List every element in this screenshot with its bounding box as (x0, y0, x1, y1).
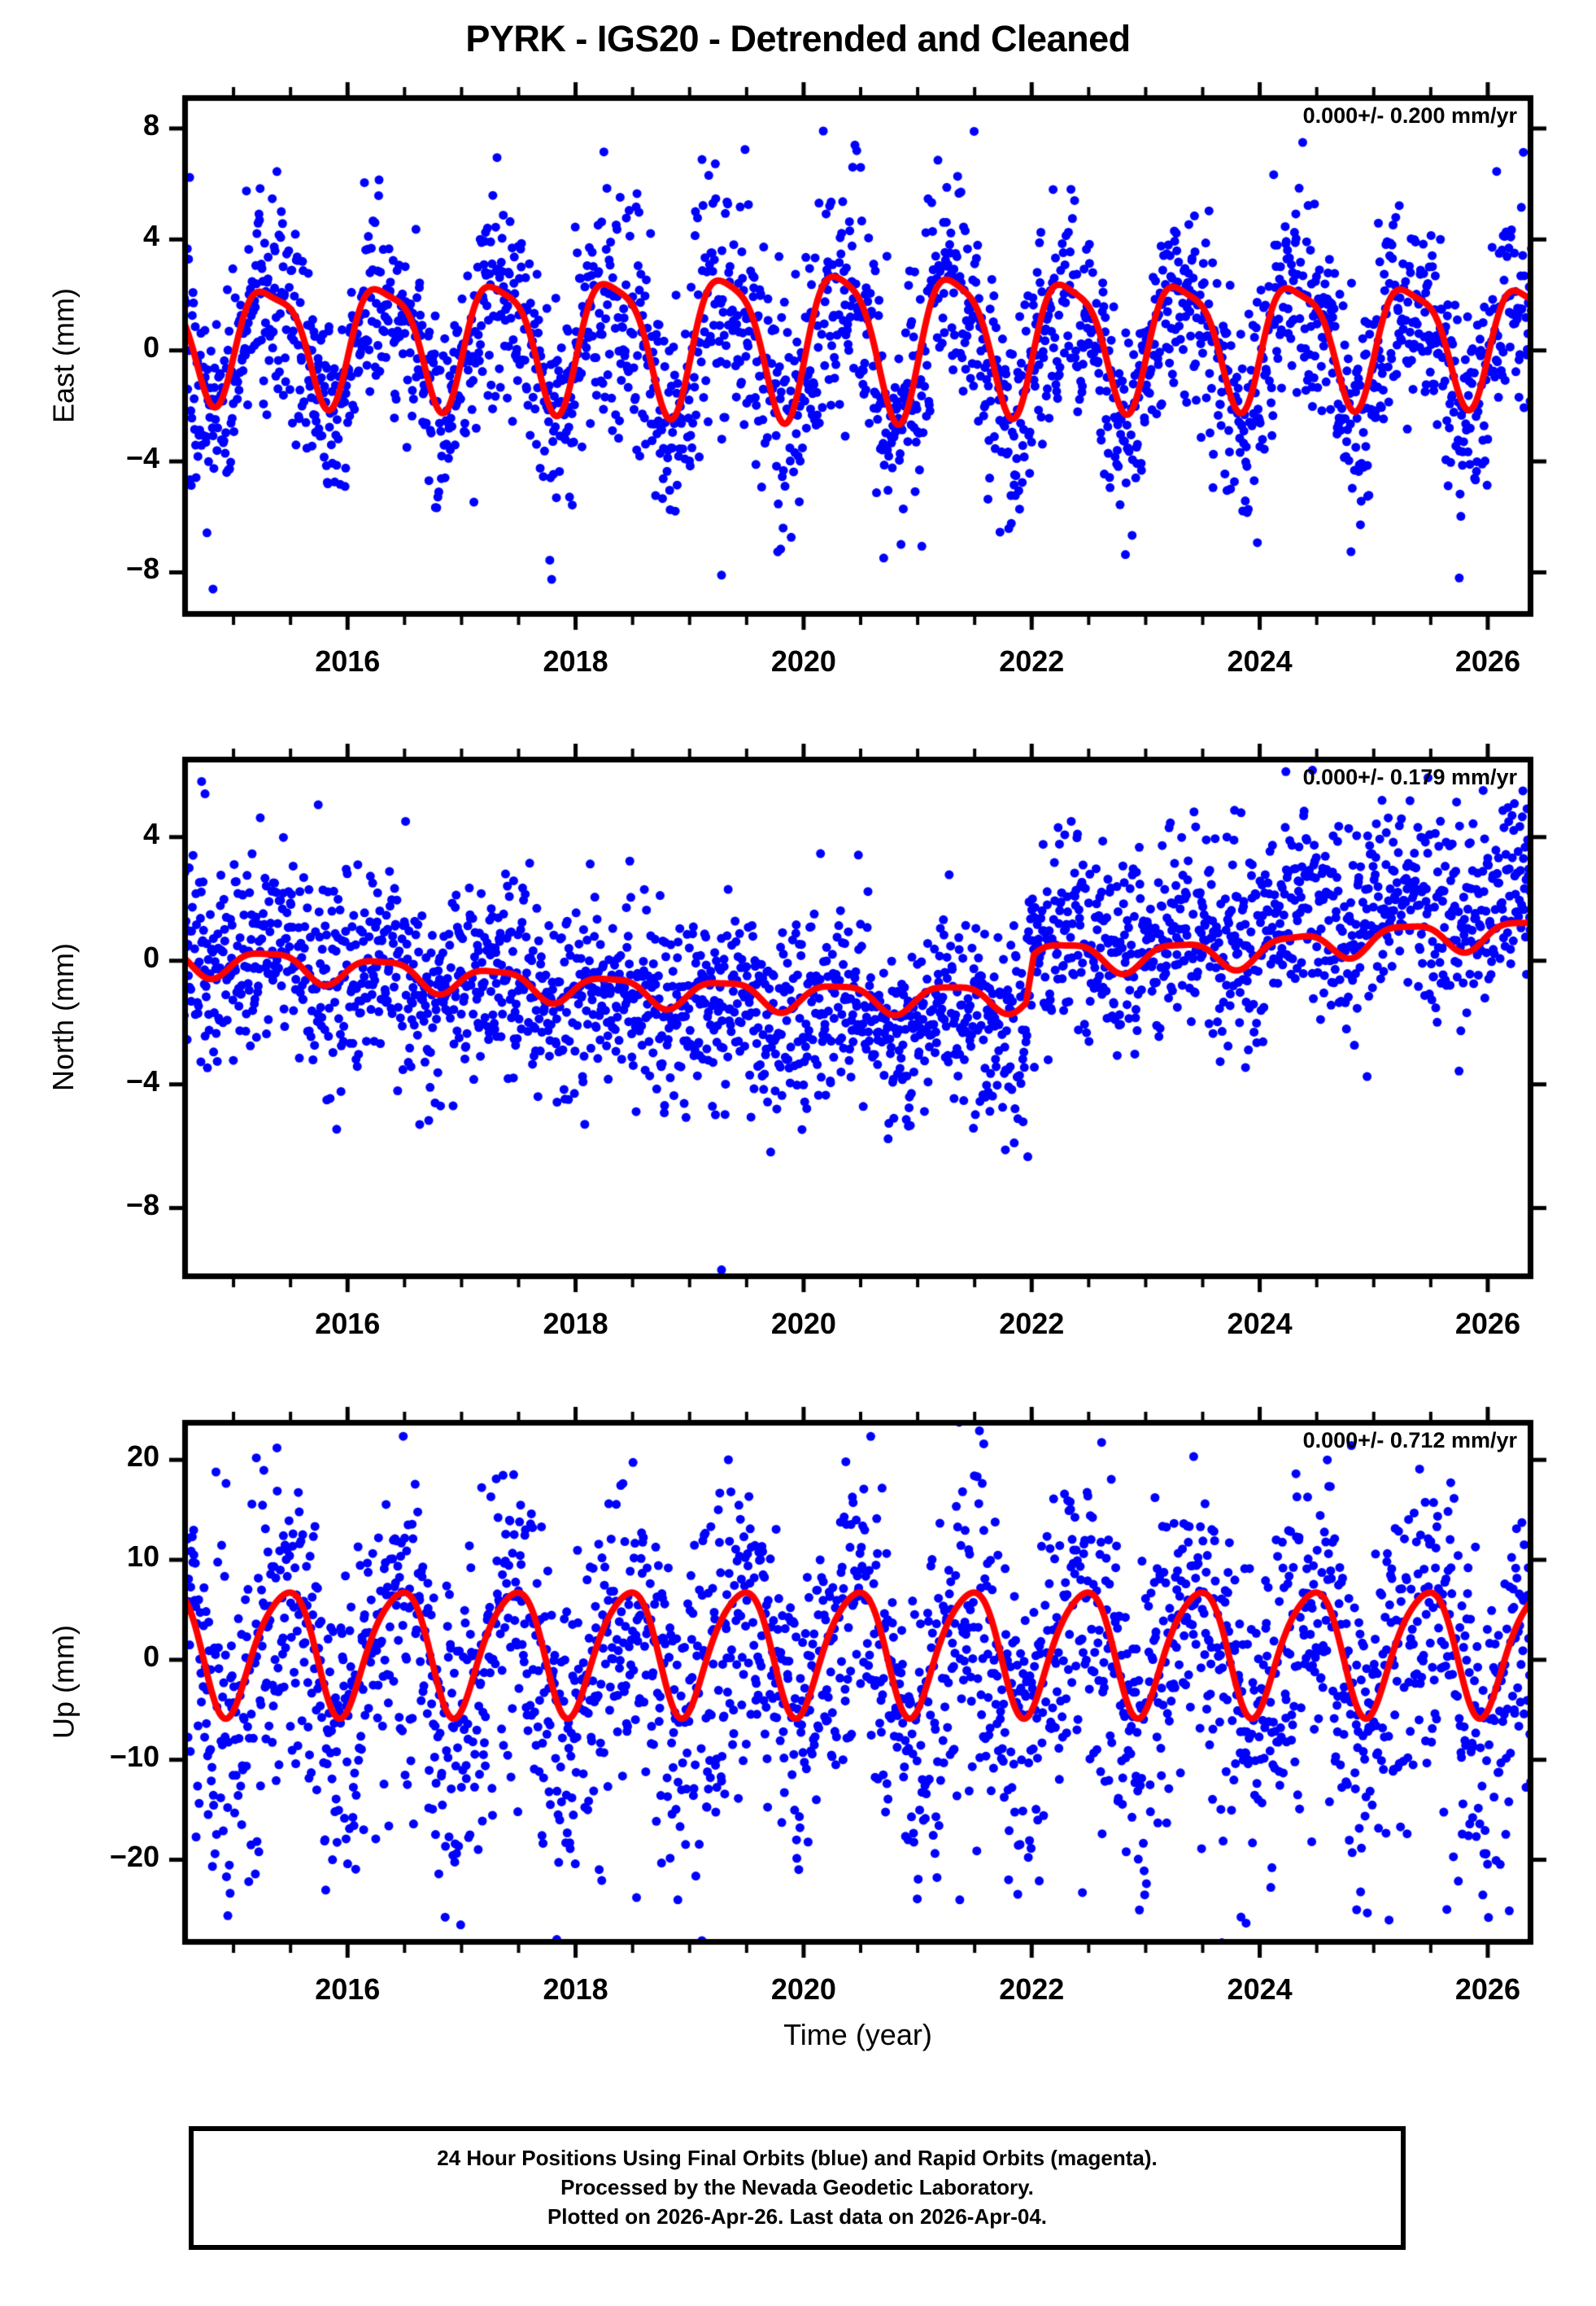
caption-line-dates: Plotted on 2026-Apr-26. Last data on 202… (547, 2203, 1048, 2229)
caption-line-processor: Processed by the Nevada Geodetic Laborat… (560, 2175, 1034, 2200)
caption-box: 24 Hour Positions Using Final Orbits (bl… (189, 2126, 1406, 2250)
caption-line-orbits: 24 Hour Positions Using Final Orbits (bl… (437, 2146, 1158, 2171)
